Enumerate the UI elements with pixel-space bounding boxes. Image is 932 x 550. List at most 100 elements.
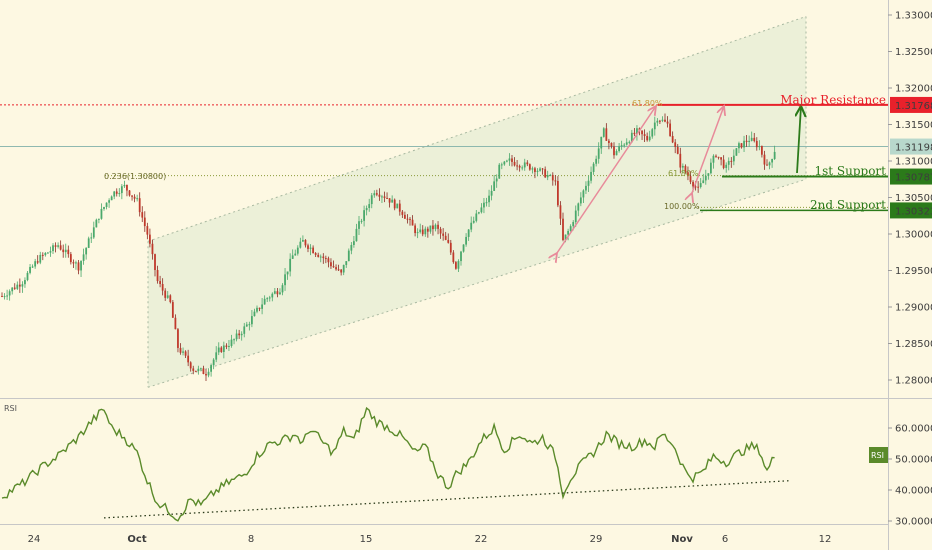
candle-body bbox=[179, 347, 182, 353]
candle-body bbox=[623, 144, 626, 146]
candle-body bbox=[628, 141, 631, 143]
candle-body bbox=[115, 191, 118, 194]
candle-body bbox=[442, 233, 445, 236]
candle-body bbox=[52, 245, 54, 252]
candle-body bbox=[3, 296, 6, 298]
candle-body bbox=[57, 245, 59, 247]
candle-body bbox=[457, 261, 460, 269]
annotations-layer: 0.236(1.30800) 61.80% 61.80% 100.00% Major R… bbox=[104, 93, 886, 253]
candle-body bbox=[511, 158, 513, 162]
candle-body bbox=[263, 298, 266, 305]
candle-body bbox=[659, 120, 661, 122]
candle-body bbox=[373, 193, 376, 196]
candle-body bbox=[498, 164, 501, 179]
candle-body bbox=[41, 254, 44, 256]
candle-body bbox=[562, 218, 564, 241]
candle-body bbox=[386, 197, 388, 199]
candle-body bbox=[248, 324, 251, 326]
candle-body bbox=[304, 239, 307, 246]
rsi-current-tag bbox=[869, 447, 888, 463]
support2-price-tag bbox=[890, 202, 932, 219]
candle-body bbox=[610, 142, 613, 147]
candle-body bbox=[8, 291, 11, 296]
candle-body bbox=[480, 207, 483, 213]
candle-body bbox=[72, 262, 75, 264]
candle-body bbox=[411, 219, 414, 226]
candle-body bbox=[702, 180, 705, 184]
candle-body bbox=[64, 249, 67, 253]
candle-body bbox=[169, 295, 172, 303]
support1-label: 1st Support bbox=[814, 164, 886, 178]
candle-body bbox=[31, 266, 34, 268]
time-tick-label: 6 bbox=[722, 534, 728, 545]
candle-body bbox=[495, 178, 498, 182]
candle-body bbox=[266, 298, 269, 300]
candle-body bbox=[483, 202, 485, 208]
candle-body bbox=[34, 261, 37, 267]
candle-body bbox=[416, 232, 419, 234]
candle-body bbox=[539, 168, 541, 171]
candle-body bbox=[493, 181, 496, 191]
candle-body bbox=[625, 142, 628, 145]
candle-body bbox=[432, 225, 434, 230]
candle-body bbox=[238, 333, 241, 336]
candle-body bbox=[699, 183, 702, 188]
candle-body bbox=[465, 236, 467, 245]
candle-body bbox=[210, 365, 212, 372]
candle-body bbox=[449, 242, 452, 253]
candle-body bbox=[383, 196, 386, 198]
candle-body bbox=[194, 370, 197, 372]
target-arrow bbox=[797, 106, 801, 174]
candle-body bbox=[720, 157, 722, 160]
candle-body bbox=[39, 254, 42, 263]
candle-body bbox=[531, 168, 534, 170]
candle-body bbox=[755, 140, 758, 148]
candle-body bbox=[710, 162, 712, 174]
candle-body bbox=[240, 333, 243, 336]
candle-body bbox=[460, 251, 462, 262]
candle-body bbox=[67, 249, 70, 255]
time-tick-label: Oct bbox=[127, 534, 146, 545]
support1-price-tag bbox=[890, 168, 932, 185]
candle-body bbox=[18, 284, 21, 287]
candle-body bbox=[330, 262, 332, 267]
candle-body bbox=[200, 368, 202, 370]
candle-body bbox=[404, 214, 406, 219]
candle-body bbox=[419, 229, 422, 233]
candle-body bbox=[49, 251, 52, 253]
candle-body bbox=[653, 122, 656, 130]
candle-body bbox=[355, 228, 358, 242]
candle-body bbox=[467, 229, 470, 237]
candle-body bbox=[95, 219, 98, 228]
candle-body bbox=[429, 225, 432, 232]
candle-body bbox=[113, 191, 116, 197]
price-tick-label: 1.30000 bbox=[895, 230, 932, 241]
candle-body bbox=[717, 156, 720, 158]
candle-body bbox=[149, 234, 151, 244]
candle-body bbox=[11, 287, 14, 292]
candle-body bbox=[82, 254, 85, 261]
candle-body bbox=[62, 249, 65, 253]
candle-body bbox=[437, 224, 439, 229]
candle-body bbox=[335, 267, 337, 270]
candle-body bbox=[123, 184, 126, 187]
time-tick-label: 24 bbox=[28, 534, 41, 545]
candle-body bbox=[391, 199, 394, 203]
candle-body bbox=[500, 164, 503, 166]
candle-body bbox=[307, 245, 309, 249]
rsi-line bbox=[1, 406, 775, 522]
rsi-title: RSI bbox=[4, 404, 17, 413]
candle-body bbox=[666, 121, 669, 124]
candle-body bbox=[6, 295, 8, 297]
candle-body bbox=[363, 210, 365, 221]
move-arrow-2 bbox=[692, 106, 724, 193]
candle-body bbox=[281, 285, 284, 293]
candle-body bbox=[350, 244, 353, 251]
fib-618-low-label: 61.80% bbox=[668, 169, 699, 178]
candle-body bbox=[679, 153, 682, 168]
candle-body bbox=[230, 339, 233, 346]
price-tick-label: 1.30500 bbox=[895, 193, 932, 204]
candle-body bbox=[220, 347, 223, 352]
candle-body bbox=[253, 311, 256, 317]
